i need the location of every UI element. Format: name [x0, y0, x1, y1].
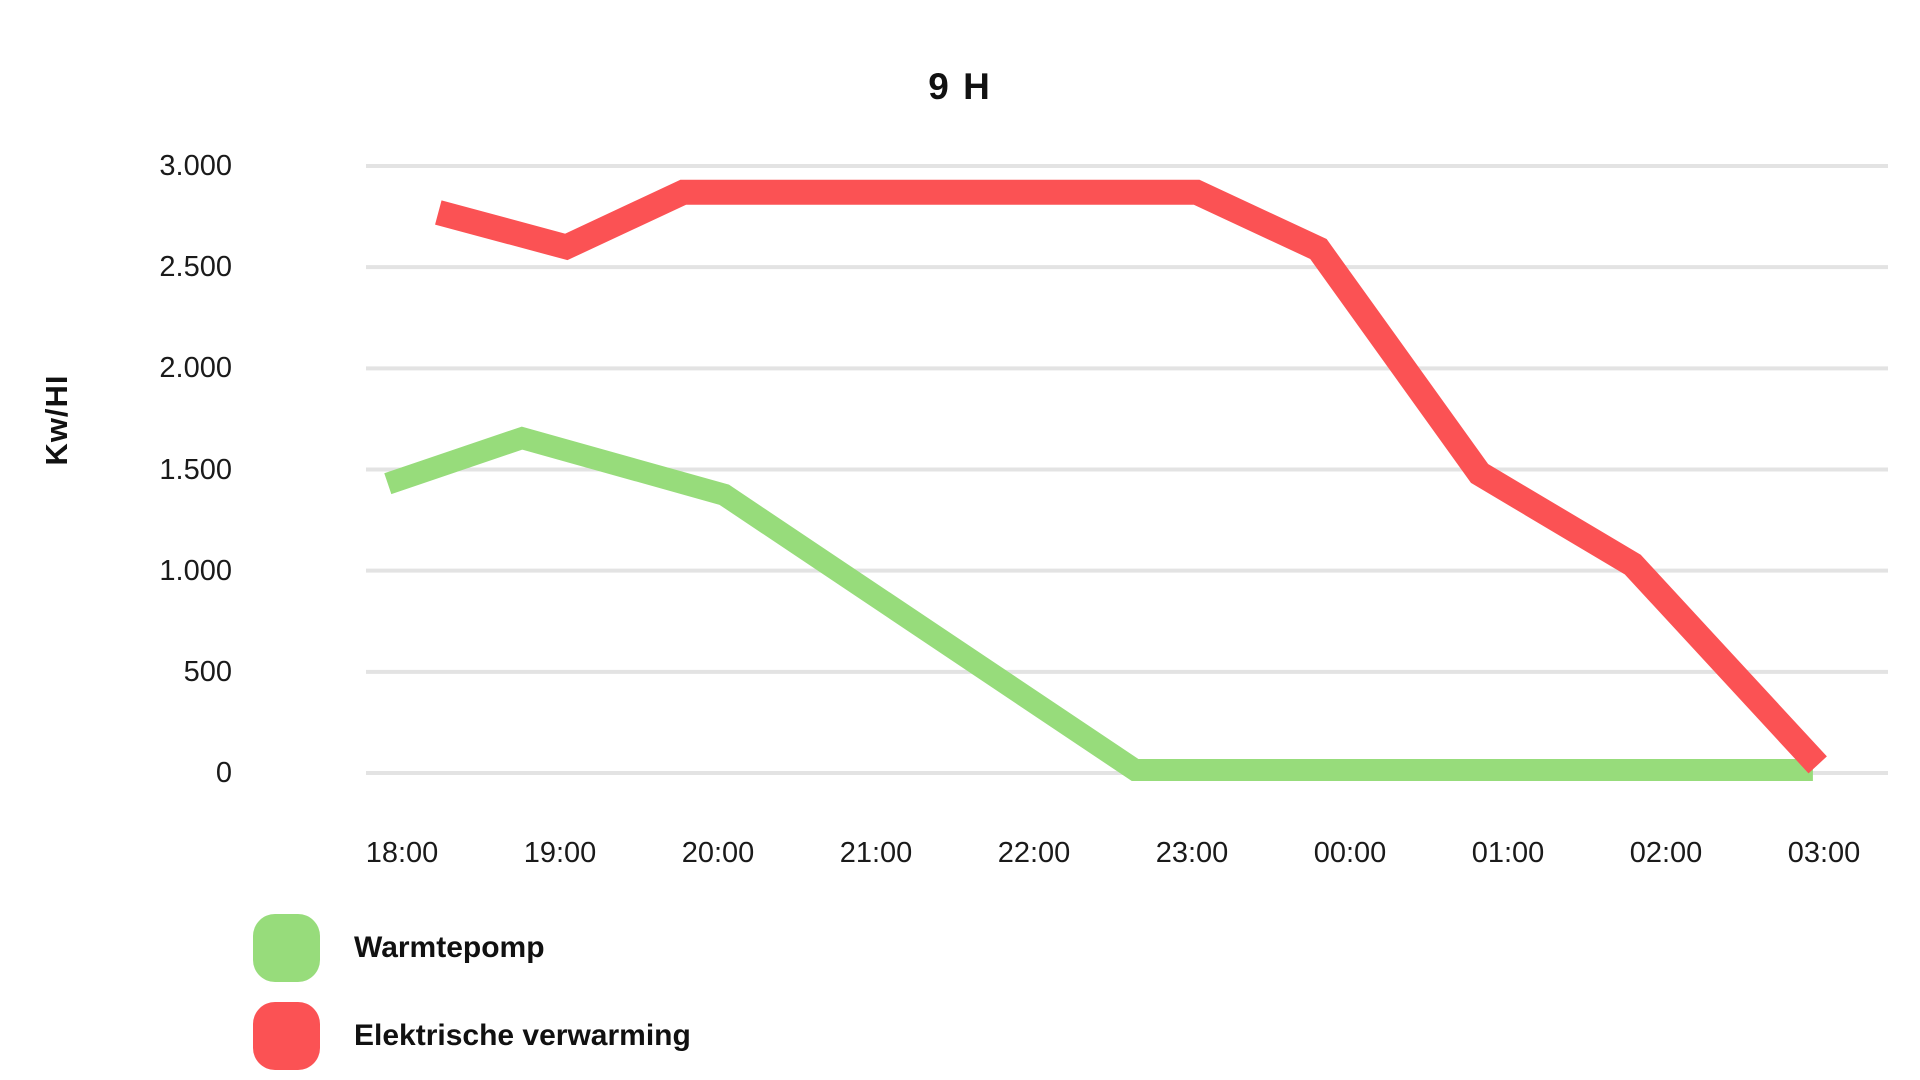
- series-line-elektrische-verwarming: [435, 179, 1827, 774]
- y-tick-label: 2.000: [159, 352, 232, 385]
- x-tick-label: 02:00: [1629, 837, 1703, 869]
- series-line-warmtepomp: [384, 426, 1813, 781]
- y-tick-label: 1.500: [159, 453, 232, 486]
- x-tick-label: 03:00: [1787, 837, 1861, 869]
- legend-swatch-red-icon: [253, 1002, 320, 1070]
- x-tick-label: 01:00: [1471, 837, 1545, 869]
- x-tick-label: 21:00: [839, 837, 913, 869]
- legend-label-elektrische-verwarming: Elektrische verwarming: [354, 1019, 691, 1052]
- y-tick-label: 2.500: [159, 251, 232, 284]
- y-tick-label: 1.000: [159, 554, 232, 587]
- y-tick-label: 0: [215, 757, 232, 789]
- x-tick-label: 19:00: [523, 837, 597, 869]
- x-tick-label: 18:00: [365, 837, 439, 869]
- x-tick-label: 23:00: [1155, 837, 1229, 869]
- legend-swatch-green-icon: [253, 914, 320, 982]
- legend-item-warmtepomp: Warmtepomp: [253, 914, 545, 982]
- chart-title: 9 H: [928, 66, 992, 107]
- legend-label-warmtepomp: Warmtepomp: [354, 931, 545, 964]
- x-tick-label: 00:00: [1313, 837, 1387, 869]
- x-tick-label: 22:00: [997, 837, 1071, 869]
- y-tick-label: 500: [183, 655, 232, 688]
- y-tick-label: 3.000: [159, 150, 232, 182]
- x-tick-label: 20:00: [681, 837, 755, 869]
- legend-item-elektrische-verwarming: Elektrische verwarming: [253, 1002, 691, 1070]
